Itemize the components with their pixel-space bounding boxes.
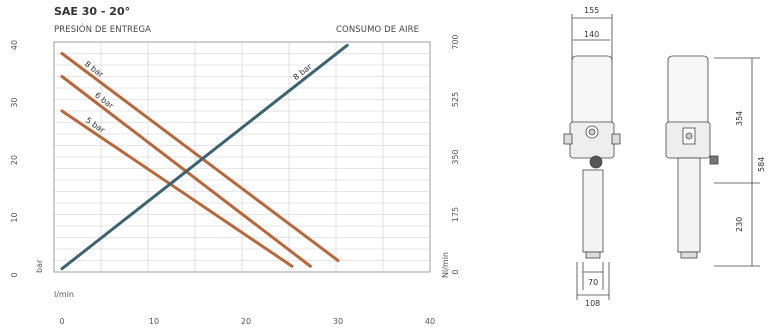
dim-label-584: 584	[757, 157, 766, 172]
series-group	[60, 43, 349, 271]
pump-motor-housing-front	[571, 55, 613, 131]
dim-label-70: 70	[588, 278, 598, 287]
y-left-ticks: 0 10 20 30 40	[10, 40, 19, 278]
dim-label-140: 140	[584, 30, 599, 39]
dim-label-230: 230	[735, 217, 744, 232]
x-tick-label: 30	[333, 317, 343, 326]
x-ticks: 0 10 20 30 40	[59, 317, 435, 326]
pump-foot-front	[585, 251, 601, 259]
y-right-axis-label: Nl/min	[441, 252, 450, 278]
series-line	[60, 43, 349, 271]
y-right-tick-label: 0	[451, 269, 460, 274]
y-right-tick-label: 350	[451, 149, 460, 164]
y-left-tick-label: 10	[10, 212, 19, 222]
y-left-tick-label: 20	[10, 155, 19, 165]
pump-bracket-right	[611, 133, 621, 145]
x-axis-label: l/min	[54, 290, 74, 299]
dim-label-354: 354	[735, 111, 744, 126]
pump-bracket-left	[563, 133, 573, 145]
pump-foot-side	[680, 251, 698, 259]
y-right-tick-label: 700	[451, 34, 460, 49]
x-tick-label: 40	[425, 317, 435, 326]
y-left-tick-label: 40	[10, 40, 19, 50]
y-left-tick-label: 0	[10, 272, 19, 277]
subtitle-air-consumption: CONSUMO DE AIRE	[336, 25, 420, 35]
dim-label-108: 108	[585, 299, 600, 308]
technical-drawing	[563, 14, 760, 300]
pump-tube-front	[582, 169, 604, 253]
y-left-tick-label: 30	[10, 97, 19, 107]
subtitle-delivery-pressure: PRESIÓN DE ENTREGA	[54, 25, 152, 35]
series-line	[60, 109, 294, 268]
pump-tube-side	[677, 157, 701, 253]
chart-title: SAE 30 - 20°	[54, 5, 131, 18]
series-line	[60, 52, 340, 262]
y-right-tick-label: 525	[451, 92, 460, 107]
y-right-tick-label: 175	[451, 207, 460, 222]
pump-motor-housing-side	[667, 55, 709, 131]
dim-label-155: 155	[584, 6, 599, 15]
y-left-axis-label: bar	[35, 259, 44, 273]
fluid-outlet-port	[589, 155, 603, 169]
y-right-ticks: 0 175 350 525 700	[451, 34, 460, 274]
x-tick-label: 20	[241, 317, 251, 326]
x-tick-label: 0	[59, 317, 64, 326]
x-tick-label: 10	[149, 317, 159, 326]
grid	[54, 42, 430, 272]
